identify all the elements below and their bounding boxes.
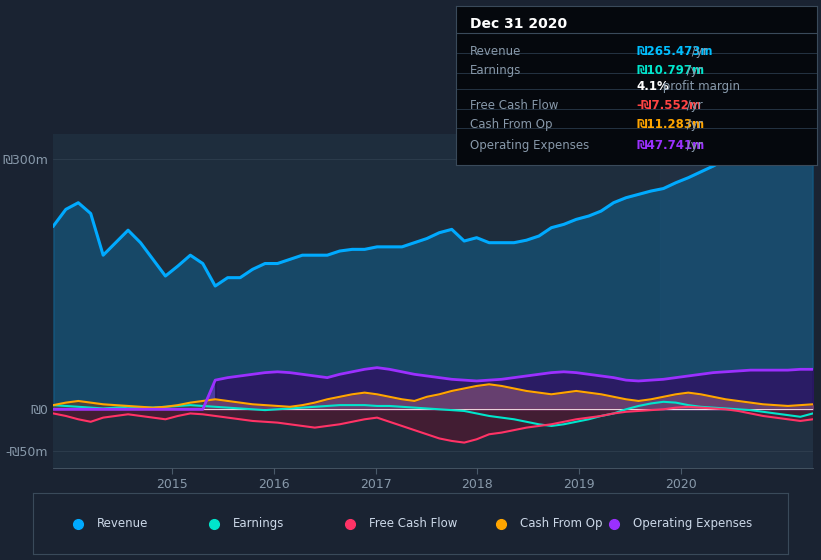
Text: Dec 31 2020: Dec 31 2020 <box>470 17 567 31</box>
Text: Earnings: Earnings <box>470 64 521 77</box>
Text: ₪10.797m: ₪10.797m <box>636 64 704 77</box>
Text: Free Cash Flow: Free Cash Flow <box>369 517 457 530</box>
Text: ₪11.283m: ₪11.283m <box>636 118 704 131</box>
Text: /yr: /yr <box>682 139 702 152</box>
Text: Earnings: Earnings <box>233 517 284 530</box>
Text: /yr: /yr <box>682 118 702 131</box>
Text: Operating Expenses: Operating Expenses <box>633 517 753 530</box>
Bar <box>660 134 821 468</box>
Text: /yr: /yr <box>688 45 708 58</box>
Text: Operating Expenses: Operating Expenses <box>470 139 589 152</box>
Text: profit margin: profit margin <box>659 80 741 93</box>
Text: -₪7.552m: -₪7.552m <box>636 99 701 112</box>
Text: Revenue: Revenue <box>97 517 149 530</box>
Text: Cash From Op: Cash From Op <box>520 517 603 530</box>
Text: ₪265.473m: ₪265.473m <box>636 45 713 58</box>
Text: /yr: /yr <box>682 99 702 112</box>
Text: Revenue: Revenue <box>470 45 521 58</box>
Text: Free Cash Flow: Free Cash Flow <box>470 99 558 112</box>
Text: 4.1%: 4.1% <box>636 80 669 93</box>
Text: /yr: /yr <box>682 64 702 77</box>
Text: Cash From Op: Cash From Op <box>470 118 553 131</box>
Text: ₪47.741m: ₪47.741m <box>636 139 704 152</box>
